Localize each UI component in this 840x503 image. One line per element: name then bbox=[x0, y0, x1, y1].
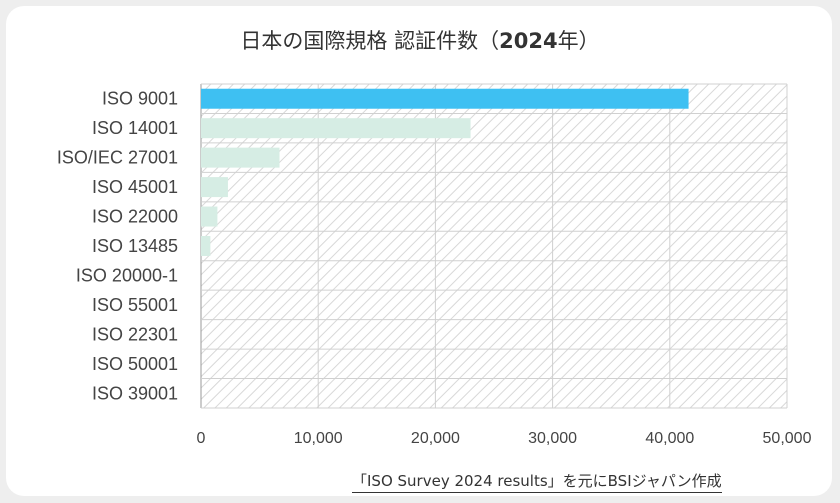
category-label: ISO 55001 bbox=[92, 295, 178, 315]
category-label: ISO 39001 bbox=[92, 383, 178, 403]
x-tick-label: 30,000 bbox=[528, 430, 577, 447]
category-label: ISO 45001 bbox=[92, 177, 178, 197]
category-label: ISO 13485 bbox=[92, 236, 178, 256]
category-label: ISO 50001 bbox=[92, 354, 178, 374]
bars bbox=[201, 88, 689, 256]
gridlines bbox=[200, 83, 788, 409]
chart-title-tail: 年） bbox=[557, 29, 600, 53]
x-tick-label: 10,000 bbox=[294, 430, 343, 447]
bar-iso-13485 bbox=[201, 236, 211, 256]
bar-iso-9001 bbox=[201, 88, 689, 109]
category-label: ISO 22000 bbox=[92, 207, 178, 227]
source-note: 「ISO Survey 2024 results」を元にBSIジャパン作成 bbox=[352, 470, 722, 493]
category-labels: ISO 9001 ISO 14001 ISO/IEC 27001 ISO 45001 I… bbox=[57, 89, 178, 404]
bar-iso-iec-27001 bbox=[201, 147, 280, 168]
chart-title-year: 2024 bbox=[499, 29, 558, 53]
bar-iso-45001 bbox=[201, 177, 228, 198]
category-label: ISO 9001 bbox=[102, 89, 178, 109]
category-label: ISO/IEC 27001 bbox=[57, 148, 178, 168]
category-label: ISO 14001 bbox=[92, 118, 178, 138]
x-tick-label: 0 bbox=[197, 430, 206, 447]
x-tick-labels: 0 10,000 20,000 30,000 40,000 50,000 bbox=[197, 430, 812, 447]
x-tick-label: 50,000 bbox=[763, 430, 812, 447]
x-tick-label: 40,000 bbox=[645, 430, 694, 447]
chart-title: 日本の国際規格 認証件数（2024年） bbox=[0, 25, 840, 55]
category-label: ISO 22301 bbox=[92, 324, 178, 344]
category-label: ISO 20000-1 bbox=[76, 265, 178, 285]
bar-iso-22000 bbox=[201, 206, 218, 227]
chart-title-main: 日本の国際規格 認証件数（ bbox=[240, 29, 500, 53]
bar-iso-14001 bbox=[201, 118, 471, 139]
x-tick-label: 20,000 bbox=[411, 430, 460, 447]
